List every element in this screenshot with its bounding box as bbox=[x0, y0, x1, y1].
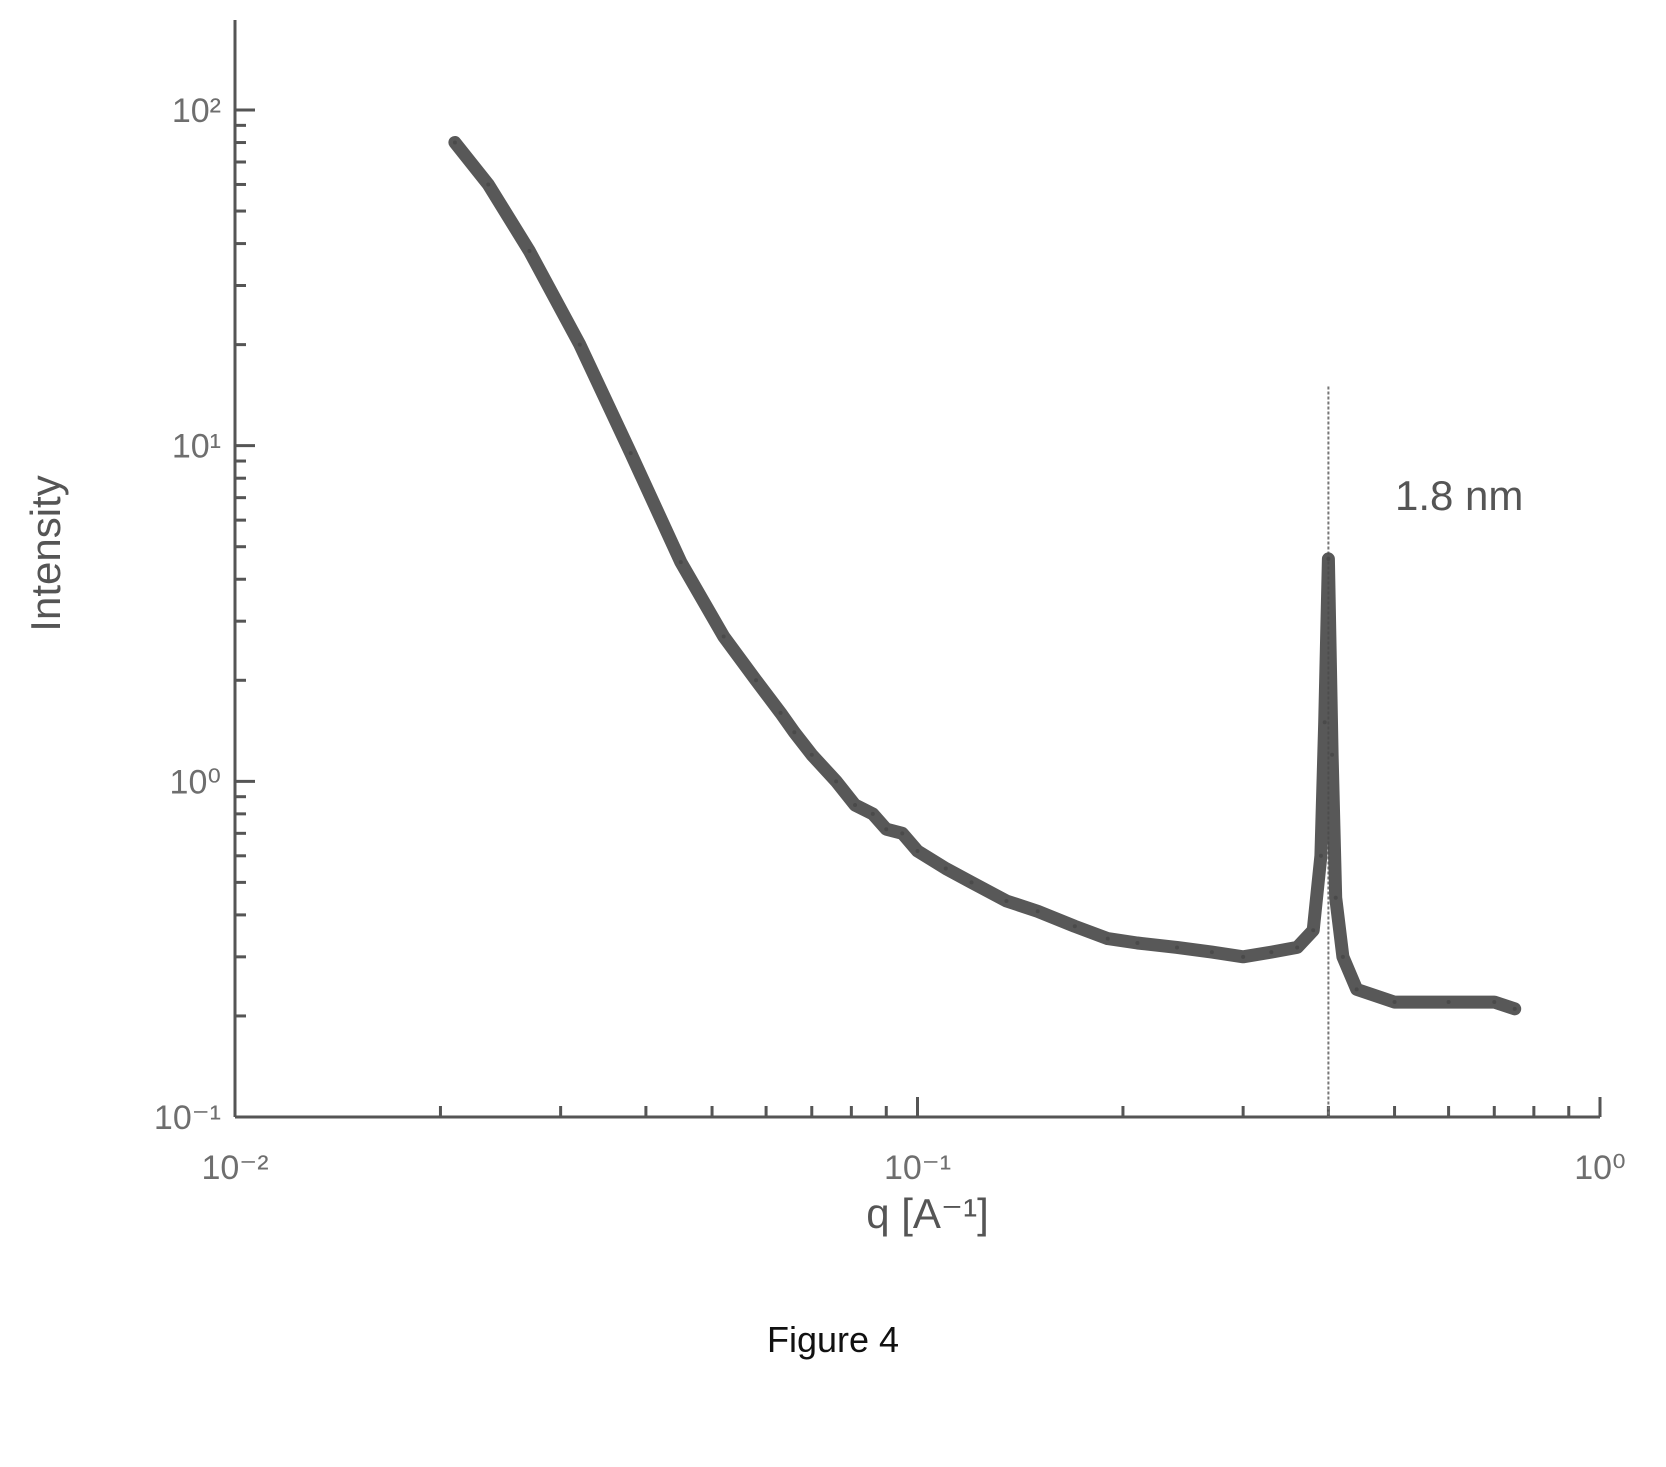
data-point bbox=[1135, 940, 1140, 945]
data-point bbox=[486, 182, 491, 187]
data-point bbox=[853, 803, 858, 808]
data-point bbox=[577, 342, 582, 347]
data-point bbox=[754, 678, 759, 683]
data-point bbox=[1512, 1006, 1517, 1011]
data-point bbox=[1446, 1000, 1451, 1005]
data-point bbox=[792, 730, 797, 735]
data-point bbox=[1326, 556, 1331, 561]
data-point bbox=[1354, 987, 1359, 992]
data-point bbox=[721, 634, 726, 639]
ticks bbox=[233, 108, 1602, 1119]
data-point bbox=[628, 451, 633, 456]
data-point bbox=[1340, 954, 1345, 959]
x-tick-label: 10⁻² bbox=[201, 1149, 268, 1187]
data-point bbox=[1333, 895, 1338, 900]
annotation-1-8nm: 1.8 nm bbox=[1395, 472, 1523, 519]
data-point bbox=[1269, 950, 1274, 955]
y-tick-label: 10⁻¹ bbox=[154, 1099, 221, 1137]
data-point bbox=[1072, 924, 1077, 929]
x-axis-title: q [A⁻¹] bbox=[866, 1190, 989, 1237]
data-point bbox=[527, 249, 532, 254]
x-tick-label: 10⁰ bbox=[1574, 1149, 1625, 1187]
data-point bbox=[1392, 1000, 1397, 1005]
series-group bbox=[448, 136, 1522, 1016]
data-point bbox=[915, 849, 920, 854]
y-tick-label: 10⁰ bbox=[170, 763, 221, 801]
y-tick-label: 10² bbox=[172, 92, 221, 130]
data-point bbox=[943, 866, 948, 871]
data-point bbox=[778, 710, 783, 715]
axes bbox=[233, 20, 1600, 1119]
data-point bbox=[1322, 720, 1327, 725]
tick-labels: 10⁻² 10⁻¹ 10⁰ 10⁻¹ 10⁰ 10¹ 10² bbox=[154, 92, 1626, 1187]
y-axis-title: Intensity bbox=[22, 475, 69, 631]
data-point bbox=[1492, 1000, 1497, 1005]
data-point bbox=[452, 140, 457, 145]
data-point bbox=[900, 831, 905, 836]
data-point bbox=[870, 811, 875, 816]
data-point bbox=[678, 560, 683, 565]
data-point bbox=[809, 752, 814, 757]
data-point bbox=[1004, 899, 1009, 904]
series-line bbox=[448, 136, 1522, 1016]
data-point bbox=[1241, 954, 1246, 959]
data-point bbox=[1330, 752, 1335, 757]
data-point bbox=[1318, 853, 1323, 858]
data-point bbox=[1174, 945, 1179, 950]
data-point bbox=[1035, 909, 1040, 914]
figure-caption: Figure 4 bbox=[767, 1319, 899, 1360]
data-point bbox=[1209, 950, 1214, 955]
y-tick-label: 10¹ bbox=[172, 428, 221, 466]
data-point bbox=[884, 827, 889, 832]
x-tick-label: 10⁻¹ bbox=[884, 1149, 951, 1187]
data-point bbox=[834, 779, 839, 784]
data-point bbox=[969, 880, 974, 885]
data-point bbox=[1295, 945, 1300, 950]
data-point bbox=[1105, 936, 1110, 941]
data-point bbox=[1311, 928, 1316, 933]
